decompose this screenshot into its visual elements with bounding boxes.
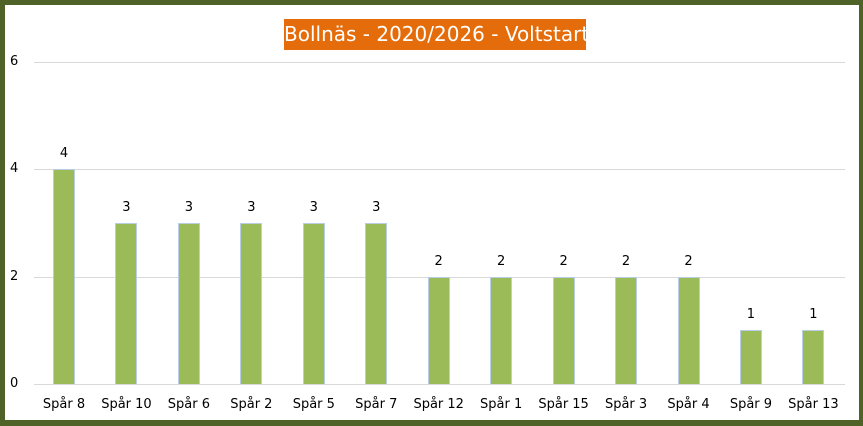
bar: [739, 330, 762, 384]
bar: [53, 169, 75, 384]
chart-title: Bollnäs - 2020/2026 - Voltstart: [284, 19, 589, 50]
data-label: 1: [746, 307, 756, 323]
data-label: 1: [809, 307, 818, 323]
y-tick-label: 2: [10, 268, 19, 284]
bar: [302, 223, 325, 384]
data-label: 3: [372, 200, 381, 215]
gridline: [34, 169, 845, 171]
x-tick-label: Spår 2: [230, 397, 273, 412]
x-tick-label: Spår 6: [167, 397, 210, 412]
bar: [365, 223, 388, 384]
bar: [490, 276, 513, 384]
gridline: [34, 62, 845, 63]
data-label: 2: [434, 253, 443, 269]
data-label: 2: [497, 253, 506, 269]
bar: [427, 276, 450, 384]
x-tick-label: Spår 7: [355, 397, 398, 412]
y-tick-label: 6: [10, 54, 19, 69]
data-label: 3: [184, 200, 194, 215]
x-tick-label: Spår 3: [604, 397, 648, 412]
x-tick-label: Spår 13: [788, 397, 839, 412]
x-tick-label: Spår 4: [667, 397, 710, 412]
x-tick-label: Spår 10: [101, 397, 152, 412]
data-label: 2: [684, 253, 693, 269]
bar: [802, 330, 825, 384]
bar: [240, 223, 263, 384]
data-label: 3: [247, 200, 256, 215]
data-label: 2: [621, 253, 631, 269]
bar: [552, 276, 575, 384]
data-label: 4: [59, 146, 69, 162]
x-tick-label: Spår 8: [42, 397, 86, 412]
gridline: [34, 384, 845, 385]
bar: [177, 223, 200, 384]
data-label: 2: [559, 253, 568, 269]
x-tick-label: Spår 1: [480, 397, 523, 412]
bar: [115, 223, 138, 384]
x-tick-label: Spår 12: [413, 397, 464, 412]
bar: [615, 276, 638, 384]
bar: [677, 276, 700, 384]
x-tick-label: Spår 9: [729, 397, 773, 412]
x-tick-label: Spår 5: [292, 397, 335, 412]
x-tick-label: Spår 15: [538, 397, 589, 412]
data-label: 3: [122, 200, 131, 215]
y-tick-label: 0: [10, 376, 19, 391]
y-tick-label: 4: [10, 161, 19, 177]
data-label: 3: [309, 200, 318, 215]
